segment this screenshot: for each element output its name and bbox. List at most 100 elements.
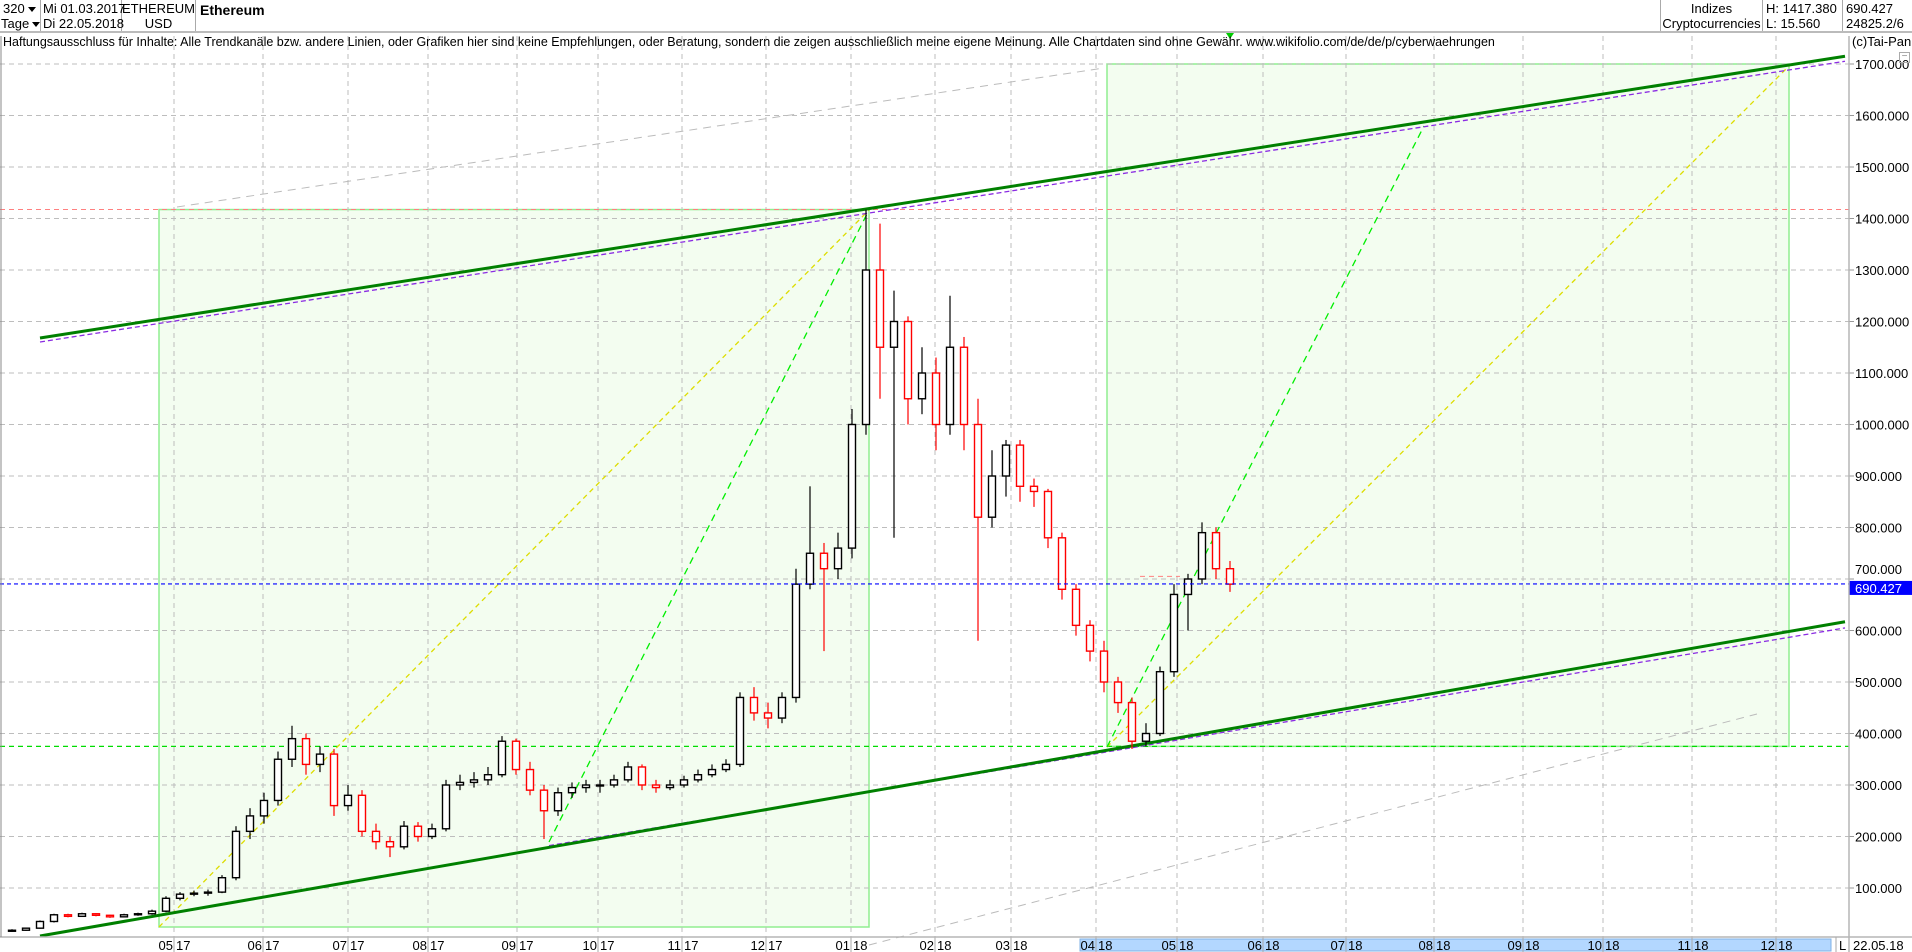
candle-body [357,794,367,833]
last-price-badge [1849,580,1912,595]
candle-body [707,768,717,776]
candle [1225,560,1235,592]
candle-body [217,877,227,893]
disclaimer-text: Haftungsausschluss für Inhalte: Alle Tre… [3,35,1495,49]
y-tick-label: 400.000 [1855,727,1902,742]
candle-body [427,828,437,838]
candle [525,761,535,796]
candle [1029,478,1039,507]
x-tick-label: 11 [668,938,682,952]
last-cell: 690.427 24825.2/6 [1843,0,1912,31]
x-tick-label: 18 [1348,938,1362,952]
x-tick-label: 01 [836,938,850,952]
low-value: L: 15.560 [1766,16,1821,31]
candle [777,692,787,724]
candle-body [777,696,787,719]
candle-body [931,372,941,426]
x-tick-label: 06 [1248,938,1262,952]
volume-value: 24825.2/6 [1846,16,1904,31]
candle [791,568,801,703]
candle [819,542,829,652]
x-tick-label: 07 [1331,938,1345,952]
candle [21,927,31,931]
x-tick-label: 12 [751,938,765,952]
candle [245,808,255,840]
y-tick-label: 100.000 [1855,881,1902,896]
candle-body [819,552,829,570]
y-tick-label: 1700.000 [1855,57,1909,72]
x-tick-label: 10 [583,938,597,952]
candle-body [455,781,465,786]
candle [959,336,969,451]
candle-body [49,914,59,923]
minimize-button[interactable]: − [1899,52,1910,63]
date-to[interactable]: Di 22.05.2018 [43,16,124,31]
candle [553,787,563,816]
candle [1197,522,1207,585]
candle-body [497,740,507,776]
candle-body [973,423,983,518]
candle [175,892,185,901]
x-tick-label: 18 [1525,938,1539,952]
date-from[interactable]: Mi 01.03.2017 [43,1,126,16]
candle [1099,640,1109,693]
candle [1071,584,1081,636]
scale-mode-toggle[interactable]: L [1839,938,1846,952]
time-scrollbar[interactable] [1079,938,1832,952]
candle [1155,666,1165,737]
candle [105,914,115,918]
x-tick-label: 03 [996,938,1010,952]
candle [917,347,927,415]
x-tick-label: 07 [333,938,347,952]
candle [609,774,619,788]
y-tick-label: 600.000 [1855,624,1902,639]
period-dropdown[interactable]: Tage [0,16,41,31]
x-tick-label: 05 [1162,938,1176,952]
candle-body [511,740,521,771]
x-tick-label: 17 [768,938,782,952]
candle-body [245,815,255,833]
candle-body [553,792,563,812]
candle [315,746,325,773]
fan-line-yellow [158,209,870,928]
candle [385,836,395,858]
candle [623,761,633,783]
candle-body [147,910,157,915]
candle-body [1197,531,1207,580]
candle-body [609,779,619,786]
candle [203,889,213,896]
y-tick-label: 1600.000 [1855,109,1909,124]
candle [693,769,703,783]
candle-body [749,696,759,714]
candle-body [315,753,325,766]
x-tick-label: 18 [937,938,951,952]
candle [931,357,941,451]
currency: USD [144,16,173,31]
candle-body [959,346,969,426]
period-value: Tage [1,16,30,31]
candle [63,913,73,918]
x-tick-label: 09 [502,938,516,952]
candle-body [343,794,353,807]
candle-body [805,552,815,585]
bar-count-cell: 320 Tage [0,0,41,31]
candle [707,764,717,778]
candle [1169,584,1179,677]
last-value: 690.427 [1846,1,1893,16]
candle [875,223,885,399]
bar-count-dropdown[interactable]: 320 [0,1,40,16]
candle-body [441,784,451,830]
candle-body [189,892,199,895]
candle-body [63,914,73,918]
candle [7,929,17,932]
x-tick-label: 17 [684,938,698,952]
candle [161,896,171,913]
bar-count-value: 320 [3,1,25,16]
symbol: ETHEREUM [122,1,195,16]
candle [301,733,311,775]
candle [273,751,283,806]
x-tick-label: 18 [1436,938,1450,952]
candle [399,821,409,850]
y-tick-label: 1500.000 [1855,160,1909,175]
